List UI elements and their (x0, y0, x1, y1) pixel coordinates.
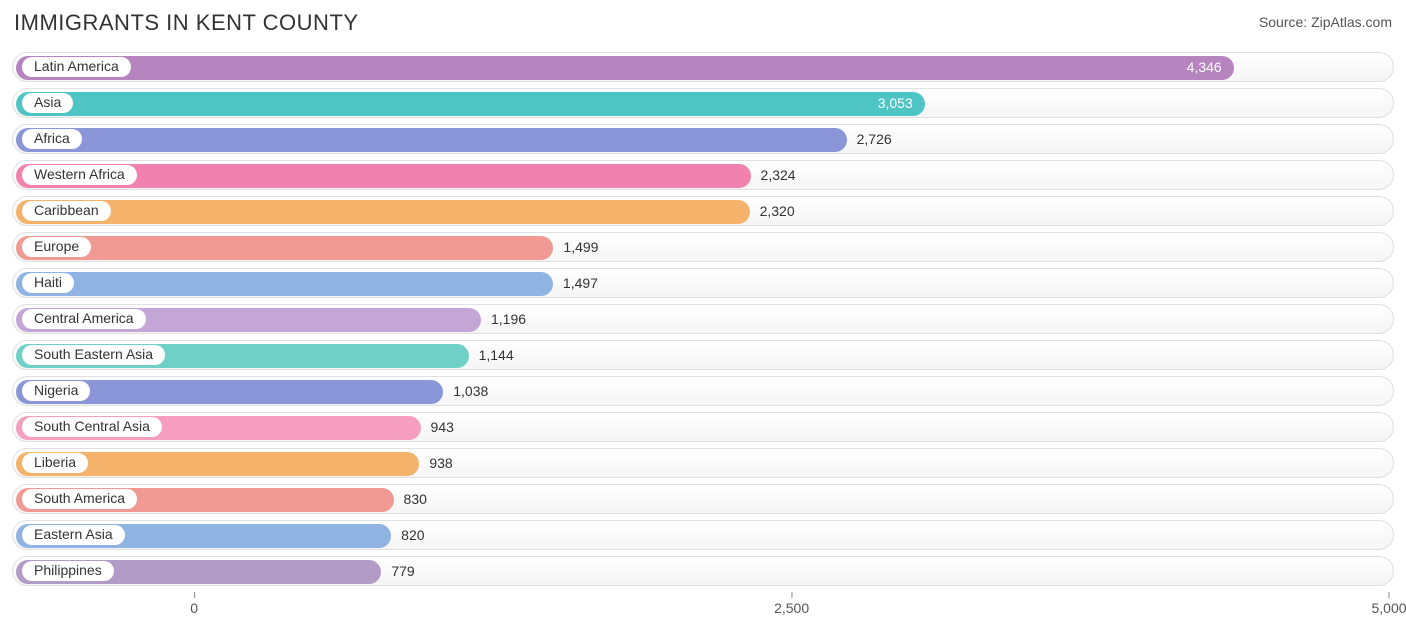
bar-label: South America (22, 489, 137, 509)
bar-value: 1,499 (563, 239, 598, 255)
bar-label: Africa (22, 129, 82, 149)
bar-value: 2,726 (857, 131, 892, 147)
bar-row: Western Africa 2,324 (12, 160, 1394, 190)
bar-row: Europe 1,499 (12, 232, 1394, 262)
bar-fill (16, 236, 553, 260)
bar-value: 1,497 (563, 275, 598, 291)
bar-label: Western Africa (22, 165, 137, 185)
bar-label: Caribbean (22, 201, 111, 221)
bar-value: 4,346 (1187, 59, 1222, 75)
bar-label: South Eastern Asia (22, 345, 165, 365)
bar-value: 943 (431, 419, 454, 435)
bar-label: Eastern Asia (22, 525, 125, 545)
bar-fill (16, 56, 1234, 80)
bar-label: Liberia (22, 453, 88, 473)
bar-value: 820 (401, 527, 424, 543)
bar-value: 3,053 (878, 95, 913, 111)
bar-row: Haiti 1,497 (12, 268, 1394, 298)
bar-value: 1,196 (491, 311, 526, 327)
bar-fill (16, 272, 553, 296)
bar-label: Latin America (22, 57, 131, 77)
tick-label: 0 (190, 600, 198, 616)
bar-value: 1,038 (453, 383, 488, 399)
chart-header: IMMIGRANTS IN KENT COUNTY Source: ZipAtl… (12, 10, 1394, 36)
bar-row: Latin America 4,346 (12, 52, 1394, 82)
bar-row: Liberia 938 (12, 448, 1394, 478)
bar-row: Eastern Asia 820 (12, 520, 1394, 550)
bar-row: Asia 3,053 (12, 88, 1394, 118)
chart-title: IMMIGRANTS IN KENT COUNTY (14, 10, 359, 36)
bar-value: 938 (429, 455, 452, 471)
x-tick: 0 (190, 592, 198, 616)
tick-mark (194, 592, 195, 598)
bar-value: 1,144 (479, 347, 514, 363)
bar-label: South Central Asia (22, 417, 162, 437)
bar-label: Europe (22, 237, 91, 257)
bar-row: South Eastern Asia 1,144 (12, 340, 1394, 370)
bar-value: 2,320 (760, 203, 795, 219)
bar-row: Caribbean 2,320 (12, 196, 1394, 226)
x-tick: 5,000 (1371, 592, 1406, 616)
x-axis: 02,5005,000 (12, 592, 1394, 622)
bar-label: Nigeria (22, 381, 90, 401)
chart-source: Source: ZipAtlas.com (1259, 14, 1392, 30)
bar-row: Africa 2,726 (12, 124, 1394, 154)
bar-label: Haiti (22, 273, 74, 293)
bar-value: 830 (404, 491, 427, 507)
bar-fill (16, 200, 750, 224)
bar-value: 2,324 (761, 167, 796, 183)
bar-row: South Central Asia 943 (12, 412, 1394, 442)
tick-mark (791, 592, 792, 598)
chart-area: Latin America 4,346 Asia 3,053 Africa 2,726 We… (12, 52, 1394, 586)
bar-label: Philippines (22, 561, 114, 581)
bar-row: Central America 1,196 (12, 304, 1394, 334)
bar-row: Nigeria 1,038 (12, 376, 1394, 406)
bar-fill (16, 128, 847, 152)
tick-label: 5,000 (1371, 600, 1406, 616)
bar-label: Asia (22, 93, 73, 113)
tick-label: 2,500 (774, 600, 809, 616)
tick-mark (1388, 592, 1389, 598)
bar-label: Central America (22, 309, 146, 329)
bar-fill (16, 92, 925, 116)
bar-row: South America 830 (12, 484, 1394, 514)
x-tick: 2,500 (774, 592, 809, 616)
bar-value: 779 (391, 563, 414, 579)
bar-row: Philippines 779 (12, 556, 1394, 586)
